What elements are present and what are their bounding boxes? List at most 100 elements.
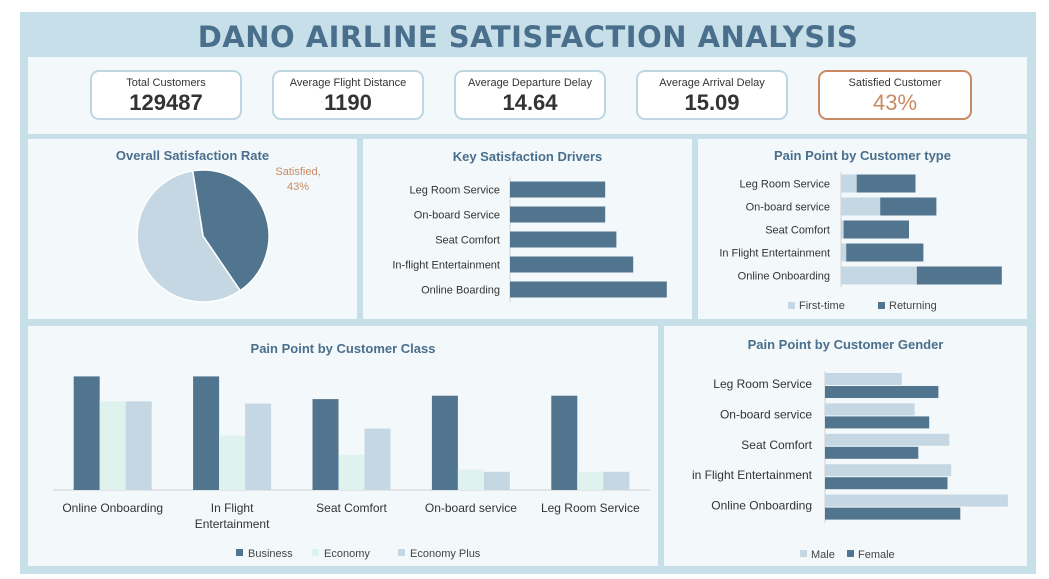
category-label: Online Onboarding: [711, 499, 812, 513]
legend-label-economy-plus: Economy Plus: [410, 548, 481, 560]
kpi-value: 14.64: [502, 90, 558, 115]
legend-swatch-economy: [312, 549, 319, 556]
bar-first-time-leg-room-service: [841, 174, 857, 193]
chart-title: Key Satisfaction Drivers: [452, 149, 603, 164]
bar-returning-seat-comfort: [843, 220, 909, 239]
pie-label-value: 43%: [287, 181, 309, 193]
category-label: Seat Comfort: [765, 225, 830, 237]
category-label: Entertainment: [195, 517, 270, 531]
kpi-average-arrival-delay: Average Arrival Delay 15.09: [636, 70, 788, 120]
bar-on-board-service: [510, 206, 606, 223]
kpi-label: Satisfied Customer: [848, 77, 942, 89]
kpi-label: Average Departure Delay: [468, 77, 592, 89]
legend-swatch-business: [236, 549, 243, 556]
legend-swatch-returning: [878, 302, 885, 309]
category-label: On-board service: [425, 501, 517, 515]
customer-gender-bar-chart: Leg Room Service On-board service Seat Com…: [692, 371, 1008, 561]
bar-economy-plus-seat-comfort: [364, 428, 391, 490]
category-label: On-board Service: [414, 210, 500, 222]
bar-returning-in-flight-entertainment: [846, 243, 924, 262]
bar-female-online-onboarding: [825, 507, 961, 520]
kpi-satisfied-customer: Satisfied Customer 43%: [818, 70, 972, 120]
category-label: Seat Comfort: [435, 235, 500, 247]
bar-online-boarding: [510, 281, 667, 298]
customer-gender-panel: Pain Point by Customer Gender Leg Room S…: [664, 326, 1027, 566]
chart-title: Pain Point by Customer Class: [250, 341, 436, 356]
bar-first-time-on-board-service: [841, 197, 881, 216]
legend-swatch-first-time: [788, 302, 795, 309]
category-label: In-flight Entertainment: [392, 260, 500, 272]
category-label: Leg Room Service: [713, 377, 812, 391]
legend-label-economy: Economy: [324, 548, 370, 560]
pie-label-name: Satisfied,: [275, 166, 320, 178]
pie-slice-satisfied: [191, 169, 270, 292]
customer-class-panel: Pain Point by Customer Class Online Onbo…: [28, 326, 658, 566]
kpi-average-departure-delay: Average Departure Delay 14.64: [454, 70, 606, 120]
legend-swatch-female: [847, 550, 854, 557]
bar-economy-plus-leg-room-service: [603, 471, 630, 490]
bar-male-leg-room-service: [825, 373, 902, 385]
legend-label-male: Male: [811, 549, 835, 561]
category-label: Leg Room Service: [410, 185, 501, 197]
category-label: Seat Comfort: [316, 501, 387, 515]
overall-satisfaction-panel: Overall Satisfaction Rate Satisfied, 43%: [28, 139, 357, 319]
kpi-value: 1190: [324, 90, 372, 115]
category-label: Leg Room Service: [740, 179, 831, 191]
category-label: in Flight Entertainment: [692, 468, 813, 482]
kpi-value: 43%: [872, 90, 918, 115]
bar-male-seat-comfort: [825, 433, 950, 446]
category-label: Online Boarding: [421, 285, 500, 297]
bar-leg-room-service: [510, 181, 606, 198]
customer-type-bar-chart: Leg Room Service On-board service Seat Com…: [719, 172, 1002, 312]
legend-swatch-male: [800, 550, 807, 557]
key-drivers-panel: Key Satisfaction Drivers Leg Room Servic…: [363, 139, 692, 319]
kpi-value: 129487: [129, 90, 203, 115]
bar-economy-seat-comfort: [338, 454, 365, 490]
category-label: Seat Comfort: [741, 438, 812, 452]
category-label: Leg Room Service: [541, 501, 640, 515]
chart-title: Pain Point by Customer Gender: [747, 337, 944, 352]
bar-in-flight-entertainment: [510, 256, 634, 273]
bar-female-leg-room-service: [825, 386, 939, 398]
bar-returning-online-onboarding: [916, 266, 1002, 285]
category-label: In Flight: [211, 501, 254, 515]
bar-economy-plus-on-board-service: [483, 471, 510, 490]
bar-male-in-flight-entertainment: [825, 464, 952, 477]
category-label: Online Onboarding: [62, 501, 163, 515]
chart-title: Pain Point by Customer type: [774, 148, 951, 163]
kpi-value: 15.09: [684, 90, 740, 115]
customer-class-bar-chart: Online Onboarding In Flight Entertainment S…: [53, 376, 650, 560]
bar-business-seat-comfort: [312, 399, 339, 490]
bar-returning-on-board-service: [880, 197, 937, 216]
bar-returning-leg-room-service: [856, 174, 916, 193]
overall-satisfaction-pie-chart: Satisfied, 43%: [136, 166, 321, 303]
bar-female-seat-comfort: [825, 446, 919, 459]
bar-business-online-onboarding: [73, 376, 100, 490]
bar-male-on-board-service: [825, 403, 915, 416]
chart-title: Overall Satisfaction Rate: [115, 148, 270, 163]
kpi-total-customers: Total Customers 129487: [90, 70, 242, 120]
legend-swatch-economy-plus: [398, 549, 405, 556]
bar-economy-plus-in-flight-entertainment: [245, 403, 272, 490]
bar-first-time-in-flight-entertainment: [841, 243, 847, 262]
bar-female-on-board-service: [825, 416, 930, 429]
category-label: In Flight Entertainment: [719, 248, 830, 260]
kpi-label: Average Arrival Delay: [659, 77, 765, 89]
bar-economy-leg-room-service: [577, 471, 604, 490]
kpi-average-flight-distance: Average Flight Distance 1190: [272, 70, 424, 120]
pie-slice-not-satisfied: [136, 169, 242, 303]
bar-first-time-online-onboarding: [841, 266, 917, 285]
bar-economy-plus-online-onboarding: [125, 401, 152, 490]
bar-business-in-flight-entertainment: [193, 376, 220, 490]
kpi-label: Average Flight Distance: [289, 77, 407, 89]
bar-seat-comfort: [510, 231, 617, 248]
bar-business-on-board-service: [431, 395, 458, 490]
category-label: On-board service: [746, 202, 830, 214]
legend-label-female: Female: [858, 549, 895, 561]
legend-label-first-time: First-time: [799, 300, 845, 312]
customer-type-panel: Pain Point by Customer type Leg Room Ser…: [698, 139, 1027, 319]
bar-business-leg-room-service: [551, 395, 578, 490]
dashboard-title: DANO AIRLINE SATISFACTION ANALYSIS: [197, 20, 859, 54]
key-drivers-bar-chart: Leg Room Service On-board Service Seat Com…: [392, 177, 667, 302]
bar-economy-on-board-service: [457, 469, 484, 490]
